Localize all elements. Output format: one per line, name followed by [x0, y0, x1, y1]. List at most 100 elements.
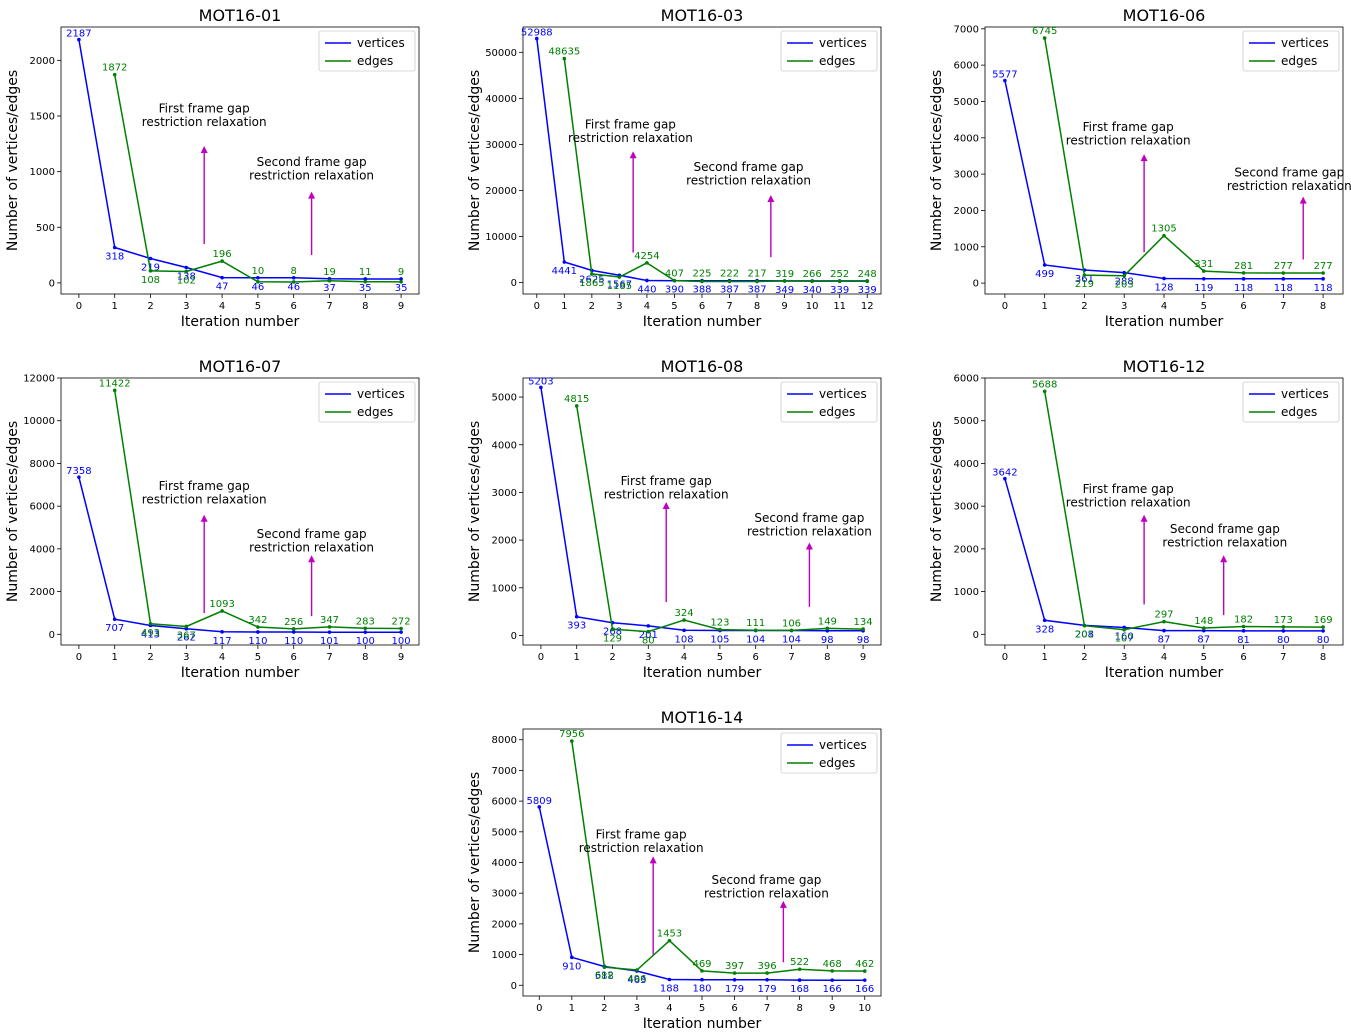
data-label-vertices: 108: [675, 634, 694, 645]
x-tick-label: 3: [183, 301, 189, 312]
data-point-vertices: [1321, 277, 1325, 281]
annotation-text: restriction relaxation: [704, 886, 829, 900]
y-tick-label: 8000: [492, 735, 517, 746]
arrow-head: [1220, 555, 1228, 563]
data-label-edges: 10: [252, 266, 265, 277]
data-label-vertices: 52988: [521, 28, 553, 39]
data-label-edges: 1453: [657, 929, 682, 940]
data-label-edges: 469: [692, 959, 711, 970]
y-tick-label: 6000: [492, 797, 517, 808]
data-label-vertices: 98: [857, 635, 870, 646]
annotation-text: Second frame gap: [257, 155, 367, 169]
y-tick-label: 30000: [485, 140, 517, 151]
data-label-edges: 1305: [1151, 224, 1176, 235]
annotation-text: Second frame gap: [257, 527, 367, 541]
data-label-edges: 173: [1274, 615, 1293, 626]
data-point-edges: [825, 626, 830, 631]
subplot-mot16-08: MOT16-080 1 2 3 4 5 6 7 8 9010002000300040005000I…: [467, 357, 882, 681]
data-label-edges: 148: [1194, 616, 1213, 627]
data-point-vertices: [537, 805, 542, 809]
x-tick-label: 10: [858, 1003, 871, 1014]
data-label-edges: 342: [248, 615, 267, 626]
data-point-edges: [682, 618, 686, 622]
data-point-vertices: [327, 630, 332, 634]
series-line-edges: [1043, 391, 1324, 631]
chart-title: MOT16-07: [199, 357, 282, 376]
y-tick-label: 5000: [954, 97, 979, 108]
y-tick-label: 6000: [954, 374, 979, 385]
annotation-text: First frame gap: [1083, 120, 1174, 134]
y-tick-label: 3000: [492, 488, 517, 499]
data-label-vertices: 262: [177, 633, 196, 644]
data-label-edges: 283: [356, 616, 375, 627]
x-tick-label: 2: [589, 301, 595, 312]
annotation-text: restriction relaxation: [604, 487, 729, 501]
data-label-vertices: 288: [1115, 277, 1134, 288]
y-tick-label: 3000: [954, 502, 979, 513]
x-axis-label: Iteration number: [643, 314, 762, 330]
data-point-edges: [256, 279, 260, 284]
data-label-edges: 248: [858, 269, 877, 280]
chart-title: MOT16-03: [661, 6, 744, 25]
data-label-vertices: 388: [692, 285, 711, 296]
x-tick-label: 1: [112, 301, 118, 312]
data-label-edges: 169: [1314, 615, 1333, 626]
data-point-edges: [1281, 625, 1286, 629]
data-label-vertices: 37: [323, 283, 336, 294]
y-axis-label: Number of vertices/edges: [929, 421, 945, 602]
x-axis-label: Iteration number: [1105, 665, 1224, 681]
data-point-edges: [112, 388, 117, 393]
data-label-edges: 277: [1314, 261, 1333, 272]
x-tick-label: 0: [76, 301, 82, 312]
data-label-vertices: 87: [1197, 635, 1210, 646]
legend-label-edges: edges: [1281, 405, 1317, 419]
data-label-edges: 219: [1075, 279, 1094, 290]
data-point-vertices: [645, 278, 649, 283]
data-point-edges: [727, 279, 732, 284]
annotation-text: restriction relaxation: [568, 131, 693, 145]
x-tick-label: 7: [726, 301, 732, 312]
data-label-vertices: 118: [1234, 283, 1253, 294]
chart-title: MOT16-01: [199, 6, 282, 25]
data-label-edges: 129: [603, 633, 622, 644]
data-point-edges: [184, 624, 189, 629]
subplot-mot16-14: MOT16-140 1 2 3 4 5 6 7 8 9 1001000200030004000500…: [467, 708, 882, 1032]
y-tick-label: 0: [511, 278, 517, 289]
data-point-vertices: [732, 977, 737, 982]
x-tick-label: 3: [616, 301, 622, 312]
data-label-edges: 407: [665, 269, 684, 280]
data-label-vertices: 110: [284, 636, 303, 647]
x-tick-label: 4: [644, 301, 650, 312]
series-line-edges: [571, 740, 865, 974]
legend-label-edges: edges: [819, 405, 855, 419]
x-tick-label: 8: [1320, 652, 1326, 663]
data-point-edges: [220, 259, 224, 263]
x-tick-label: 8: [754, 301, 760, 312]
data-label-vertices: 4441: [552, 266, 577, 277]
data-label-edges: 108: [141, 275, 160, 286]
data-point-vertices: [830, 978, 834, 982]
data-label-vertices: 100: [356, 636, 375, 647]
data-label-edges: 5688: [1032, 379, 1057, 390]
data-point-vertices: [765, 977, 769, 982]
y-tick-label: 7000: [954, 24, 979, 35]
y-axis-label: Number of vertices/edges: [5, 70, 21, 251]
data-label-vertices: 105: [710, 634, 729, 645]
data-label-vertices: 46: [287, 282, 300, 293]
data-label-edges: 182: [1234, 615, 1253, 626]
chart-title: MOT16-14: [661, 708, 744, 727]
data-point-edges: [363, 626, 368, 631]
data-point-vertices: [1162, 628, 1166, 633]
y-axis-label: Number of vertices/edges: [5, 421, 21, 602]
x-axis-label: Iteration number: [181, 314, 300, 330]
series-line-edges: [563, 58, 868, 283]
data-point-edges: [256, 625, 260, 629]
x-tick-label: 5: [255, 652, 261, 663]
data-point-vertices: [797, 978, 802, 982]
legend: vertices edges: [780, 381, 878, 423]
data-label-vertices: 168: [790, 984, 809, 995]
y-tick-label: 2000: [954, 544, 979, 555]
y-tick-label: 2000: [954, 206, 979, 217]
